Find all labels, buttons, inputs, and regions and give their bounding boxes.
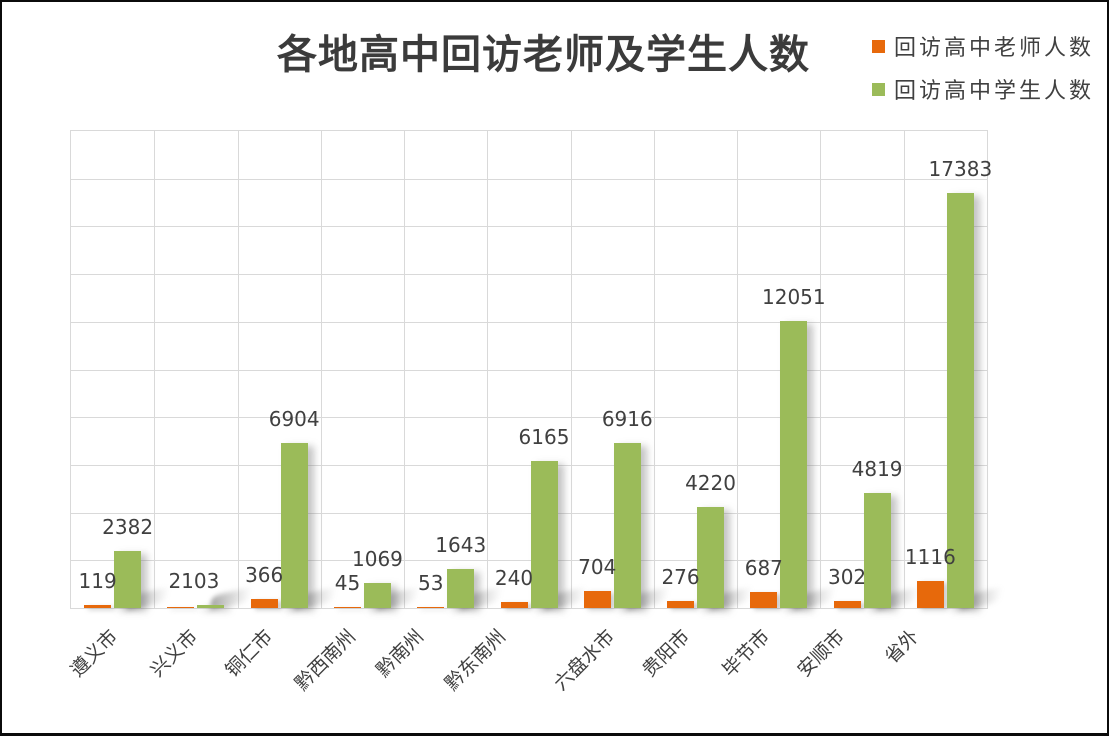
h-gridline bbox=[71, 512, 987, 514]
student-bar bbox=[530, 460, 558, 608]
teacher-value-label: 366 bbox=[245, 563, 284, 588]
x-axis-label: 兴义市 bbox=[146, 625, 203, 682]
student-bar bbox=[114, 551, 142, 608]
student-value-label: 4220 bbox=[685, 471, 736, 496]
x-axis-label: 安顺市 bbox=[793, 625, 850, 682]
teacher-value-label: 302 bbox=[827, 564, 867, 589]
v-gridline bbox=[737, 131, 739, 608]
legend-item-students: 回访高中学生人数 bbox=[871, 73, 1094, 105]
teacher-value-label: 1116 bbox=[904, 545, 956, 570]
student-bar bbox=[780, 320, 808, 608]
student-value-label: 12051 bbox=[762, 284, 826, 309]
x-axis-label: 贵阳市 bbox=[638, 625, 695, 682]
x-axis-label: 黔东南州 bbox=[440, 625, 511, 695]
v-gridline bbox=[570, 131, 572, 608]
teacher-bar bbox=[250, 599, 278, 608]
teacher-value-label: 276 bbox=[661, 565, 700, 590]
student-value-label: 2382 bbox=[102, 515, 154, 540]
student-value-label: 4819 bbox=[851, 457, 903, 482]
x-axis-label: 黔南州 bbox=[372, 625, 429, 682]
h-gridline bbox=[71, 417, 987, 419]
chart-title: 各地高中回访老师及学生人数 bbox=[277, 32, 810, 78]
student-value-label: 6904 bbox=[268, 407, 320, 432]
student-bar bbox=[863, 493, 891, 608]
v-gridline bbox=[487, 131, 489, 608]
v-gridline bbox=[820, 131, 822, 608]
x-axis-label: 遵义市 bbox=[65, 625, 122, 682]
teacher-value-label: 119 bbox=[78, 569, 117, 594]
student-value-label: 1069 bbox=[352, 546, 403, 571]
teacher-bar bbox=[916, 581, 944, 608]
v-gridline bbox=[903, 131, 905, 608]
student-bar bbox=[697, 507, 725, 608]
teacher-bar bbox=[333, 606, 361, 608]
student-value-label: 17383 bbox=[928, 157, 993, 182]
h-gridline bbox=[71, 369, 987, 371]
teacher-bar bbox=[583, 591, 611, 608]
teacher-value-label: 240 bbox=[494, 566, 534, 591]
student-bar bbox=[613, 443, 641, 608]
teacher-value-label: 53 bbox=[417, 570, 444, 595]
legend-item-teachers: 回访高中老师人数 bbox=[871, 30, 1094, 62]
h-gridline bbox=[71, 178, 987, 180]
teacher-series-swatch bbox=[871, 39, 885, 53]
legend-item-label: 回访高中老师人数 bbox=[893, 36, 1094, 61]
student-value-label: 2103 bbox=[168, 569, 220, 594]
teacher-bar bbox=[84, 605, 112, 608]
v-gridline bbox=[237, 131, 239, 608]
teacher-bar bbox=[833, 600, 861, 608]
x-axis-label: 六盘水市 bbox=[549, 625, 620, 695]
student-series-swatch bbox=[871, 82, 885, 96]
x-axis-label: 黔西南州 bbox=[290, 625, 361, 695]
h-gridline bbox=[71, 560, 987, 562]
x-axis-label: 毕节市 bbox=[718, 625, 775, 682]
v-gridline bbox=[320, 131, 322, 608]
teacher-bar bbox=[750, 591, 778, 608]
teacher-bar bbox=[167, 606, 195, 608]
teacher-value-label: 704 bbox=[578, 555, 617, 580]
student-bar bbox=[363, 582, 391, 608]
teacher-value-label: 687 bbox=[744, 555, 783, 580]
teacher-value-label: 45 bbox=[334, 570, 361, 595]
h-gridline bbox=[71, 321, 987, 323]
x-axis-label: 省外 bbox=[881, 625, 924, 669]
student-bar bbox=[197, 605, 225, 608]
plot-area: 119 2382 2103 366 6904 45 1069 53 1643 240 6165 704… bbox=[66, 130, 1012, 695]
student-value-label: 6916 bbox=[601, 407, 653, 432]
legend-item-label: 回访高中学生人数 bbox=[893, 79, 1094, 104]
student-bar bbox=[946, 193, 974, 608]
v-gridline bbox=[404, 131, 406, 608]
h-gridline bbox=[71, 226, 987, 228]
v-gridline bbox=[653, 131, 655, 608]
legend: 回访高中老师人数 回访高中学生人数 bbox=[871, 30, 1094, 105]
student-bar bbox=[280, 443, 308, 608]
teacher-bar bbox=[667, 601, 695, 608]
v-gridline bbox=[154, 131, 156, 608]
h-gridline bbox=[71, 274, 987, 276]
student-value-label: 6165 bbox=[518, 424, 570, 449]
x-axis-label: 铜仁市 bbox=[220, 625, 277, 682]
teacher-bar bbox=[417, 606, 445, 608]
student-bar bbox=[447, 568, 475, 608]
teacher-bar bbox=[500, 602, 528, 608]
h-gridline bbox=[71, 464, 987, 466]
student-value-label: 1643 bbox=[435, 532, 487, 557]
